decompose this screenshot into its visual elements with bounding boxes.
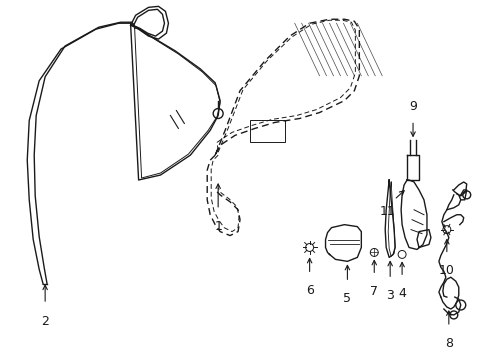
Text: 2: 2 xyxy=(41,315,49,328)
Text: 9: 9 xyxy=(408,99,416,113)
Text: 4: 4 xyxy=(397,287,405,300)
Text: 7: 7 xyxy=(369,285,378,298)
Bar xyxy=(249,121,284,142)
Text: 10: 10 xyxy=(438,264,454,277)
Text: 1: 1 xyxy=(214,220,222,233)
Text: 3: 3 xyxy=(386,289,393,302)
Text: 11: 11 xyxy=(379,205,394,218)
Text: 6: 6 xyxy=(305,284,313,297)
Text: 5: 5 xyxy=(343,292,351,305)
Text: 8: 8 xyxy=(444,337,452,350)
